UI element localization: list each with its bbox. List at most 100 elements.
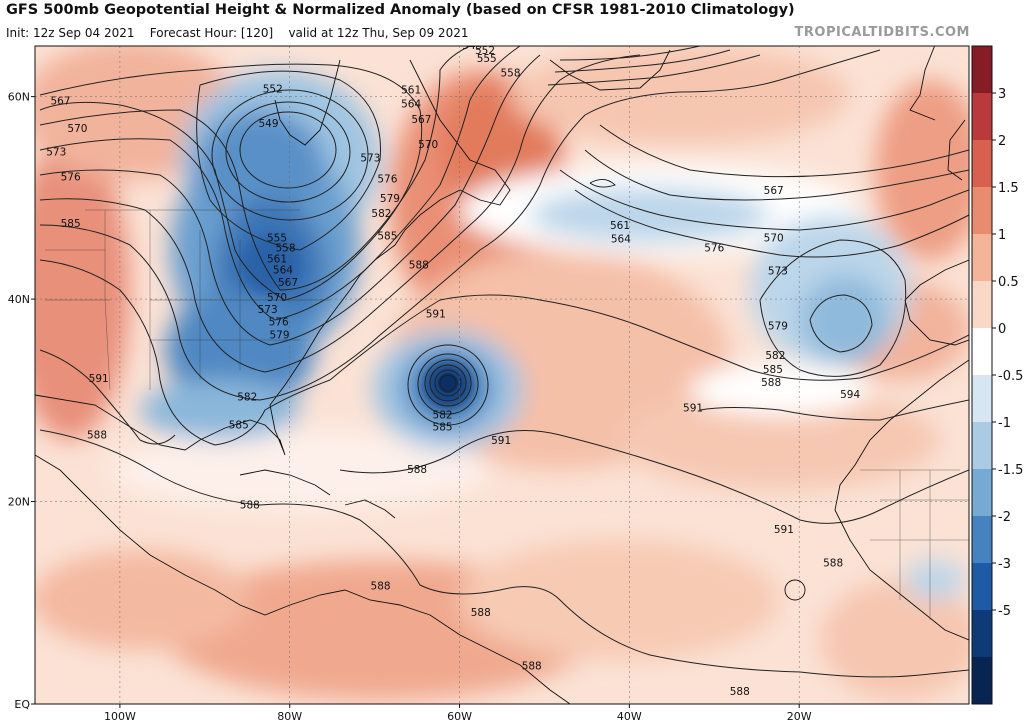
contour-label: 564 [611,233,631,245]
contour-label: 558 [275,242,295,254]
contour-label: 567 [764,185,784,197]
contour-label: 588 [240,500,260,512]
colorbar-swatch [972,187,992,235]
contour-label: 582 [765,350,785,362]
colorbar-swatch [972,328,992,376]
latitude-label: EQ [14,698,30,711]
valid-time: valid at 12z Thu, Sep 09 2021 [288,26,469,40]
colorbar-swatch [972,375,992,423]
longitude-label: 20W [787,710,812,723]
contour-label: 558 [500,67,520,79]
colorbar-swatch [972,281,992,329]
contour-label: 588 [761,377,781,389]
contour-label: 567 [50,96,70,108]
contour-label: 582 [237,391,257,403]
contour-label: 576 [704,242,724,254]
brand-watermark: TROPICALTIDBITS.COM [794,25,970,40]
contour-label: 570 [267,292,287,304]
longitude-label: 60W [447,710,472,723]
contour-label: 591 [491,435,511,447]
political-borders [45,209,969,620]
contour-label: 594 [840,389,860,401]
latitude-label: 20N [8,496,30,509]
contour-label: 573 [360,152,380,164]
latitude-label: 60N [8,91,30,104]
contour-label: 576 [377,174,397,186]
contour-label: 591 [426,308,446,320]
anomaly-shading [35,46,969,704]
colorbar-label: -0.5 [998,369,1023,384]
contour-label: 555 [477,53,497,65]
contour-label: 573 [768,266,788,278]
colorbar-label: 1.5 [998,181,1019,196]
contour-label: 585 [433,422,453,434]
contour-label: 576 [269,316,289,328]
contour-labels: 5495525555585675705735765855915525495555… [46,40,860,698]
contour-label: 588 [522,661,542,673]
contour-label: 588 [371,581,391,593]
colorbar-swatch [972,516,992,564]
contour-label: 552 [263,84,283,96]
map-frame [34,45,970,705]
contour-label: 591 [774,524,794,536]
contour-label: 588 [407,464,427,476]
contour-label: 567 [278,277,298,289]
contour-label: 591 [683,402,703,414]
colorbar-swatch [972,234,992,282]
colorbar-swatch [972,563,992,611]
contour-label: 585 [229,420,249,432]
graticule [35,46,969,704]
contour-label: 570 [418,139,438,151]
contour-label: 591 [89,373,109,385]
contour-label: 585 [763,364,783,376]
colorbar-label: 0 [998,322,1006,337]
init-time: Init: 12z Sep 04 2021 [6,26,135,40]
map-title: GFS 500mb Geopotential Height & Normaliz… [6,2,795,18]
contour-label: 588 [409,260,429,272]
contour-label: 549 [462,40,482,52]
contour-label: 549 [258,118,278,130]
colorbar-label: -5 [998,604,1011,619]
colorbar-swatch [972,46,992,94]
longitude-label: 100W [104,710,136,723]
colorbar-label: 3 [998,87,1006,102]
contour-label: 579 [768,320,788,332]
colorbar-label: 1 [998,228,1006,243]
colorbar-swatch [972,657,992,705]
colorbar-label: -1.5 [998,463,1023,478]
colorbar-swatch [972,140,992,188]
contour-label: 588 [87,430,107,442]
contour-label: 570 [67,123,87,135]
height-contours [39,46,969,678]
latitude-label: 40N [8,293,30,306]
contour-label: 582 [433,409,453,421]
contour-label: 573 [258,304,278,316]
contour-label: 573 [46,146,66,158]
contour-label: 579 [380,193,400,205]
contour-label: 582 [371,208,391,220]
colorbar-label: -3 [998,557,1011,572]
colorbar-label: 2 [998,134,1006,149]
colorbar-swatch [972,469,992,517]
contour-label: 552 [475,45,495,57]
contour-label: 561 [267,254,287,266]
colorbar-label: -2 [998,510,1011,525]
contour-label: 588 [730,686,750,698]
contour-label: 564 [401,99,421,111]
contour-label: 579 [270,330,290,342]
contour-label: 585 [377,230,397,242]
axis-labels: 60N 40N 20N EQ 100W 80W 60W 40W 20W [8,91,812,723]
contour-label: 570 [764,232,784,244]
forecast-hour: Forecast Hour: [120] [149,26,274,40]
contour-label: 585 [61,218,81,230]
colorbar-label: 0.5 [998,275,1019,290]
contour-label: 555 [267,232,287,244]
contour-label: 588 [471,607,491,619]
colorbar-swatch [972,422,992,470]
longitude-label: 40W [617,710,642,723]
map-subtitle: Init: 12z Sep 04 2021 Forecast Hour: [12… [6,26,468,40]
colorbar-swatch [972,610,992,658]
contour-label: 576 [61,172,81,184]
contour-label: 564 [273,265,293,277]
colorbar-swatch [972,93,992,141]
